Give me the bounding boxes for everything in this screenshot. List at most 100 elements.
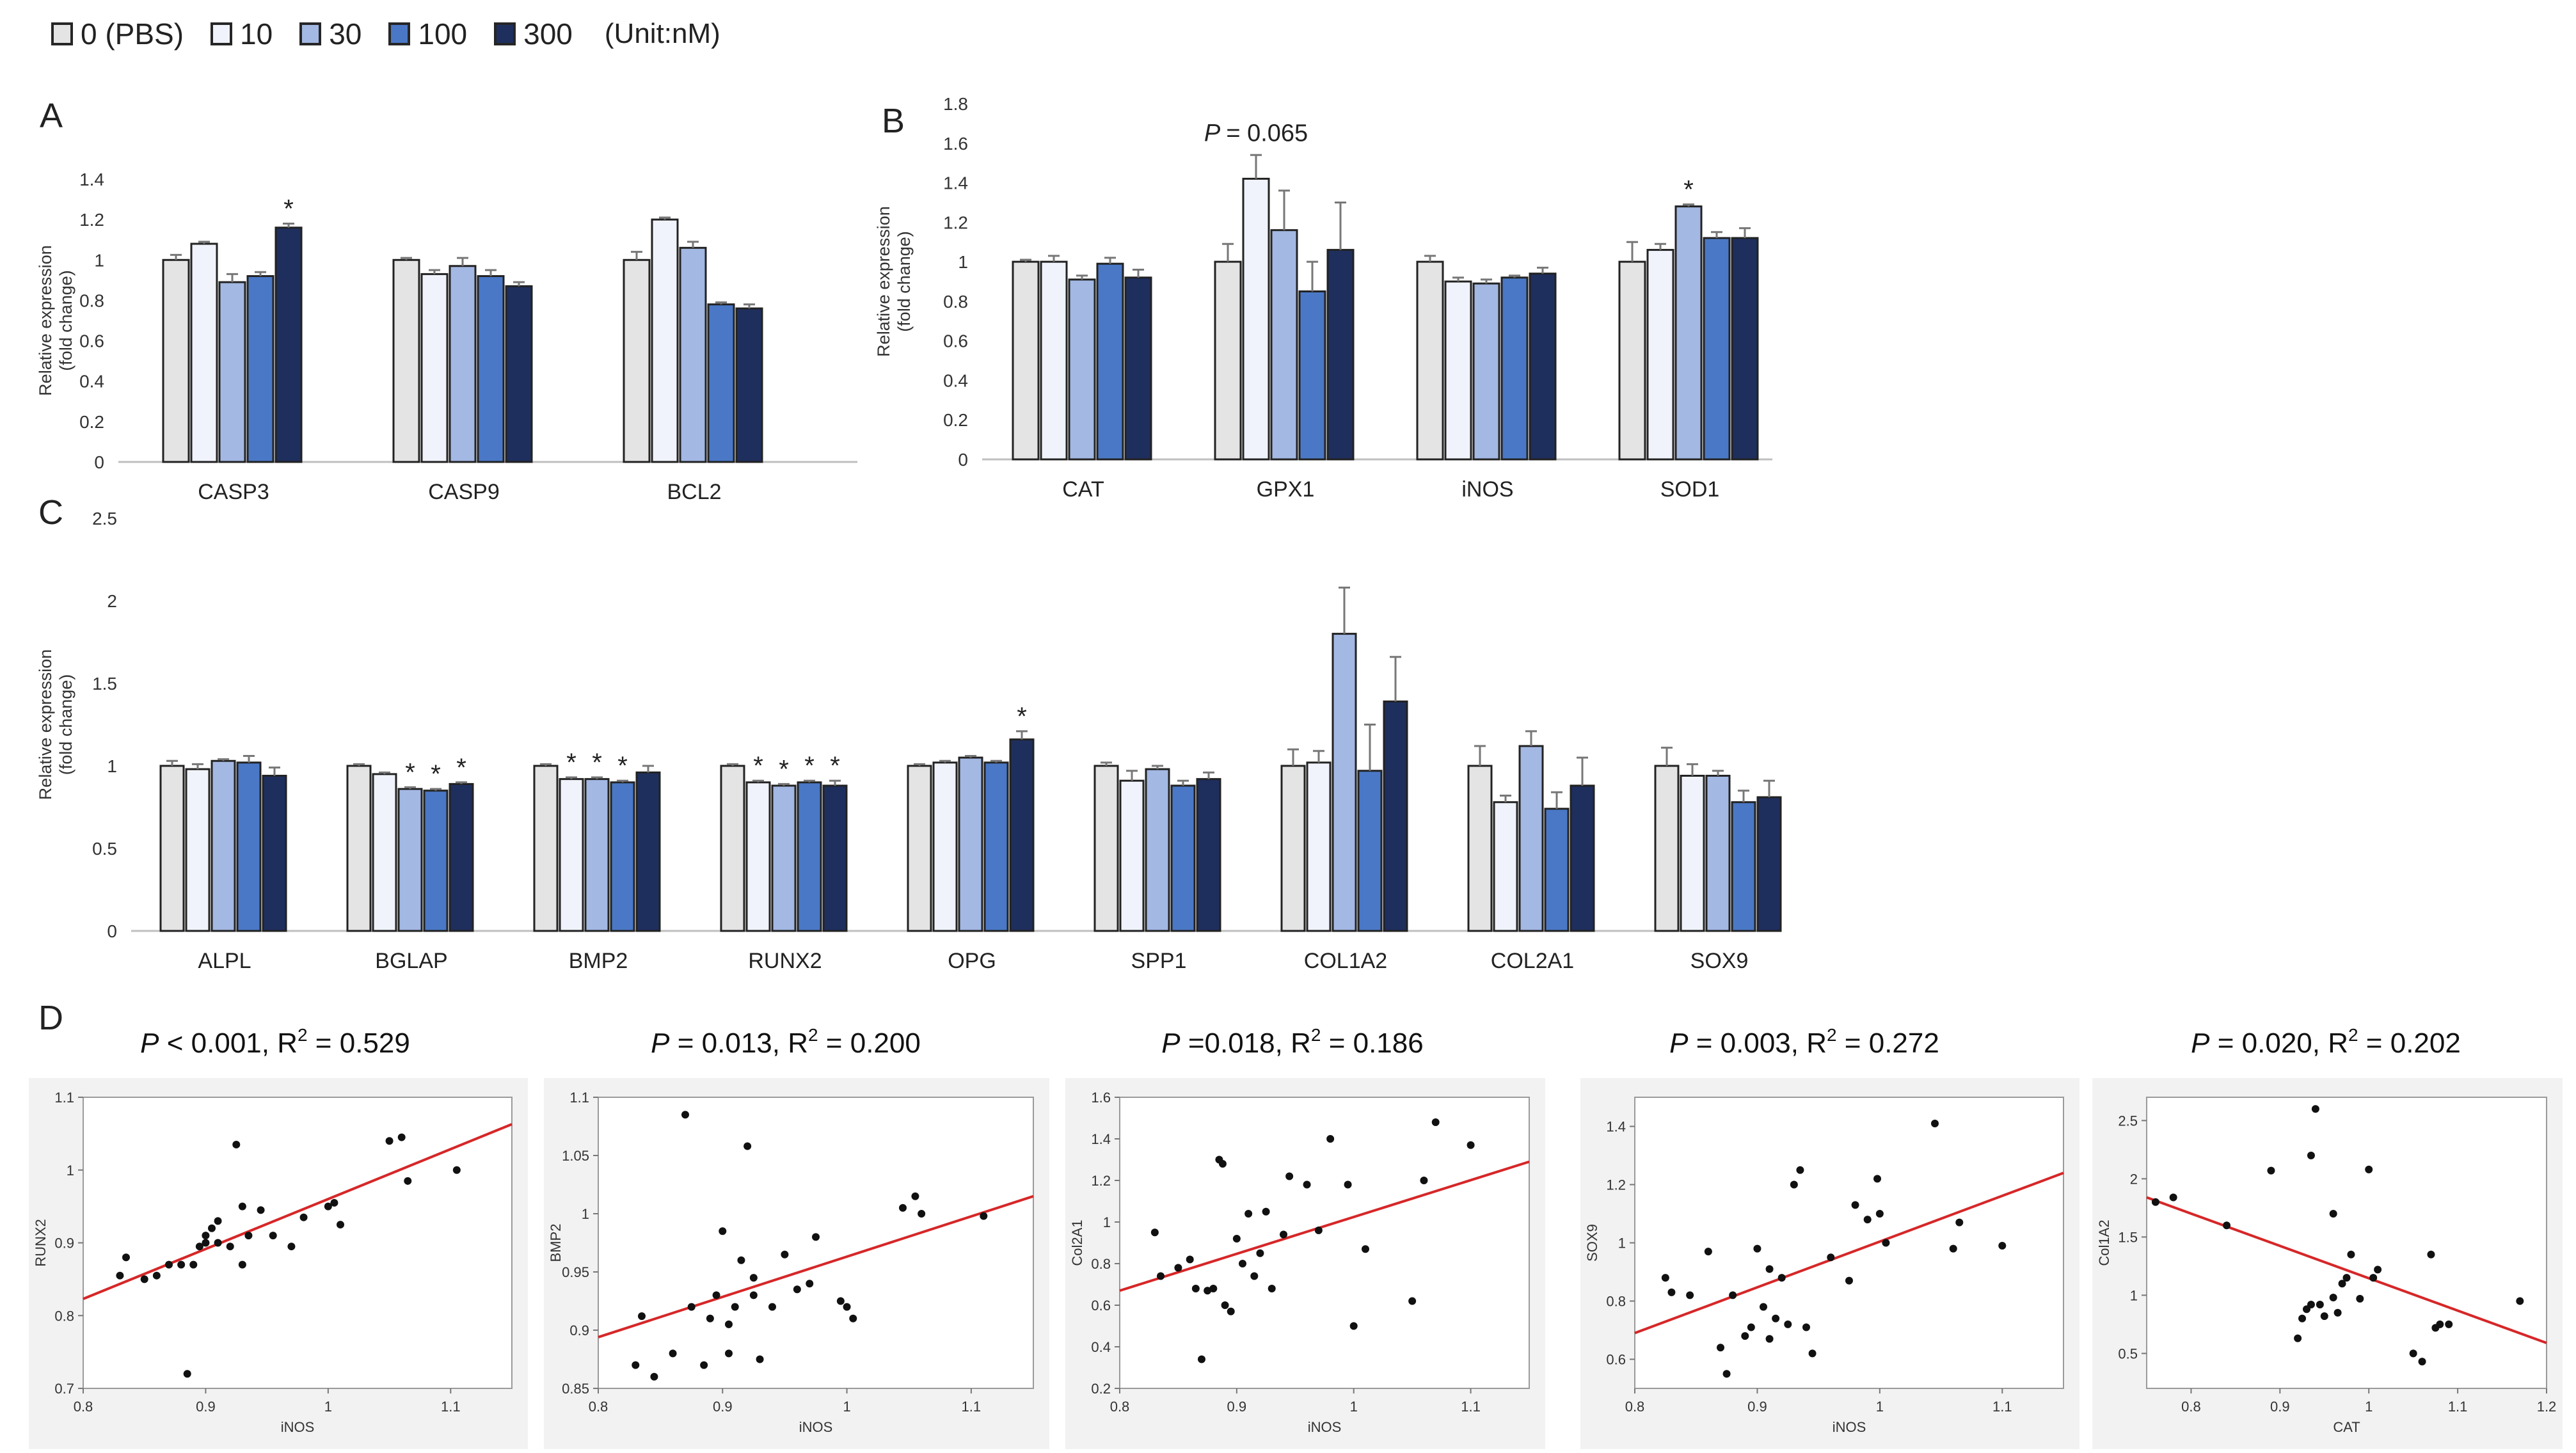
chart-c-bar-col2a1-100 bbox=[1544, 807, 1570, 932]
chart-d4-ylabel: SOX9 bbox=[1584, 1224, 1600, 1262]
chart-d3-point-21 bbox=[1303, 1180, 1311, 1189]
chart-b-errorbar-gpx1-30 bbox=[1278, 189, 1290, 230]
chart-c-errorbar-sox9-30 bbox=[1712, 770, 1724, 776]
chart-a-errorbar-casp9-300 bbox=[513, 281, 525, 287]
chart-b-bar-cat-300 bbox=[1124, 276, 1152, 461]
chart-a-errorbar-casp3-10 bbox=[198, 241, 210, 244]
chart-d5-point-16 bbox=[2342, 1274, 2351, 1282]
chart-c-errorbar-spp1-300 bbox=[1203, 771, 1214, 779]
chart-c-bar-sox9-300 bbox=[1756, 796, 1782, 932]
legend-swatch-0-pbs bbox=[51, 22, 73, 45]
chart-d2-plot-area bbox=[598, 1097, 1034, 1389]
chart-d4-ytick-4: 1.4 bbox=[1606, 1119, 1626, 1135]
chart-d3-point-12 bbox=[1232, 1235, 1241, 1243]
chart-d5-point-27 bbox=[2445, 1320, 2453, 1328]
chart-d3-point-19 bbox=[1280, 1230, 1287, 1239]
chart-d2-point-21 bbox=[806, 1280, 814, 1288]
chart-c-errorbar-spp1-30 bbox=[1152, 765, 1163, 770]
chart-b-errorbar-gpx1-10 bbox=[1250, 154, 1262, 179]
chart-d3-title: P =0.018, R2 = 0.186 bbox=[1161, 1025, 1423, 1059]
chart-c-bar-spp1-30 bbox=[1145, 768, 1170, 932]
chart-c-annotation-2-significance: * bbox=[456, 754, 466, 782]
chart-d3-point-26 bbox=[1362, 1245, 1369, 1253]
legend-label-30: 30 bbox=[329, 17, 362, 51]
chart-a-bar-casp9-30 bbox=[449, 265, 477, 463]
chart-d2-point-26 bbox=[899, 1203, 907, 1212]
chart-d1-point-6 bbox=[183, 1370, 191, 1378]
chart-d1-point-7 bbox=[189, 1260, 198, 1269]
chart-d5-point-24 bbox=[2427, 1250, 2435, 1258]
chart-d2-point-23 bbox=[836, 1297, 845, 1305]
chart-d3-ytick-4: 1 bbox=[1103, 1214, 1111, 1230]
chart-d1-xtick-2: 1 bbox=[324, 1399, 332, 1415]
chart-c-errorbar-col1a2-30 bbox=[1339, 586, 1350, 634]
chart-c-bar-col1a2-100 bbox=[1357, 770, 1383, 932]
chart-c-ytick-4: 2 bbox=[107, 591, 117, 611]
chart-d4-point-16 bbox=[1790, 1180, 1798, 1189]
chart-d1-ytick-3: 1 bbox=[67, 1163, 74, 1179]
chart-d5-point-0 bbox=[2151, 1198, 2159, 1206]
chart-d1-point-17 bbox=[238, 1260, 246, 1269]
chart-d2-point-5 bbox=[687, 1303, 696, 1311]
chart-b-bar-gpx1-10 bbox=[1242, 177, 1270, 461]
chart-c-errorbar-alpl-100 bbox=[243, 755, 255, 763]
chart-c-ytick-1: 0.5 bbox=[92, 839, 117, 859]
chart-a-errorbar-bcl2-0-pbs bbox=[631, 251, 642, 260]
chart-b-bar-cat-100 bbox=[1096, 262, 1124, 461]
chart-c-errorbar-spp1-100 bbox=[1177, 779, 1189, 786]
chart-c-annotation-7-significance: * bbox=[779, 755, 789, 783]
chart-d2-point-19 bbox=[781, 1250, 789, 1258]
chart-d3-point-17 bbox=[1262, 1207, 1270, 1216]
chart-c-errorbar-runx2-300 bbox=[829, 779, 841, 786]
chart-c-bar-alpl-10 bbox=[185, 768, 211, 932]
chart-c-bar-col2a1-300 bbox=[1570, 784, 1595, 932]
chart-b-xtick-gpx1: GPX1 bbox=[1257, 477, 1315, 502]
chart-a-errorbar-casp9-30 bbox=[457, 257, 468, 266]
chart-d4-point-17 bbox=[1796, 1166, 1804, 1174]
chart-b-ytick-0: 0 bbox=[958, 450, 968, 470]
chart-d4-point-0 bbox=[1661, 1274, 1669, 1282]
chart-b-errorbar-cat-300 bbox=[1133, 268, 1144, 278]
chart-d1-point-13 bbox=[214, 1239, 222, 1247]
chart-d1-point-15 bbox=[232, 1140, 241, 1148]
chart-d5-point-28 bbox=[2516, 1297, 2524, 1305]
chart-c-bar-opg-0-pbs bbox=[907, 765, 932, 932]
chart-d5-point-5 bbox=[2298, 1314, 2307, 1322]
chart-d1-ytick-4: 1.1 bbox=[54, 1090, 74, 1106]
chart-d5-ytick-2: 1.5 bbox=[2118, 1229, 2138, 1245]
chart-d1-point-9 bbox=[202, 1239, 210, 1247]
legend-item-100: 100 bbox=[388, 17, 467, 51]
chart-d1-point-14 bbox=[226, 1243, 234, 1251]
chart-d3-point-27 bbox=[1408, 1297, 1417, 1305]
chart-c-errorbar-opg-100 bbox=[990, 759, 1002, 763]
chart-b-ytick-6: 1.2 bbox=[943, 212, 968, 232]
chart-b-bar-inos-30 bbox=[1472, 282, 1500, 461]
chart-d2-point-20 bbox=[793, 1285, 801, 1294]
chart-d2-fit-line bbox=[598, 1195, 1034, 1338]
chart-d5-point-7 bbox=[2307, 1300, 2315, 1308]
chart-a-bar-casp3-10 bbox=[190, 242, 218, 463]
legend-label-300: 300 bbox=[523, 17, 573, 51]
chart-c-bar-spp1-0-pbs bbox=[1093, 765, 1119, 932]
chart-c-xtick-opg: OPG bbox=[948, 949, 996, 973]
chart-d5-ytick-1: 1 bbox=[2130, 1287, 2138, 1303]
chart-d2-xtick-3: 1.1 bbox=[962, 1399, 982, 1415]
chart-a-bar-casp9-0-pbs bbox=[392, 258, 420, 463]
chart-d3-point-30 bbox=[1467, 1141, 1475, 1149]
chart-c-bar-bglap-100 bbox=[423, 790, 449, 932]
chart-a-xtick-casp3: CASP3 bbox=[198, 480, 269, 504]
chart-d2-point-11 bbox=[725, 1320, 733, 1328]
chart-c-bar-opg-10 bbox=[932, 761, 958, 932]
chart-b-errorbar-gpx1-300 bbox=[1335, 201, 1346, 250]
chart-d2-ytick-4: 1.05 bbox=[562, 1148, 589, 1164]
chart-c-bar-bglap-10 bbox=[372, 773, 397, 932]
chart-c-bar-sox9-30 bbox=[1705, 774, 1731, 932]
chart-a-errorbar-casp3-30 bbox=[227, 273, 238, 283]
chart-d2-point-7 bbox=[706, 1314, 714, 1322]
chart-d5-fit-line bbox=[2146, 1196, 2547, 1344]
chart-c-xtick-bmp2: BMP2 bbox=[569, 949, 628, 973]
chart-c-errorbar-col2a1-30 bbox=[1525, 730, 1537, 747]
chart-d3-ytick-7: 1.6 bbox=[1091, 1090, 1111, 1106]
chart-c-errorbar-bmp2-10 bbox=[566, 776, 577, 779]
chart-a-bar-casp9-10 bbox=[420, 273, 449, 463]
